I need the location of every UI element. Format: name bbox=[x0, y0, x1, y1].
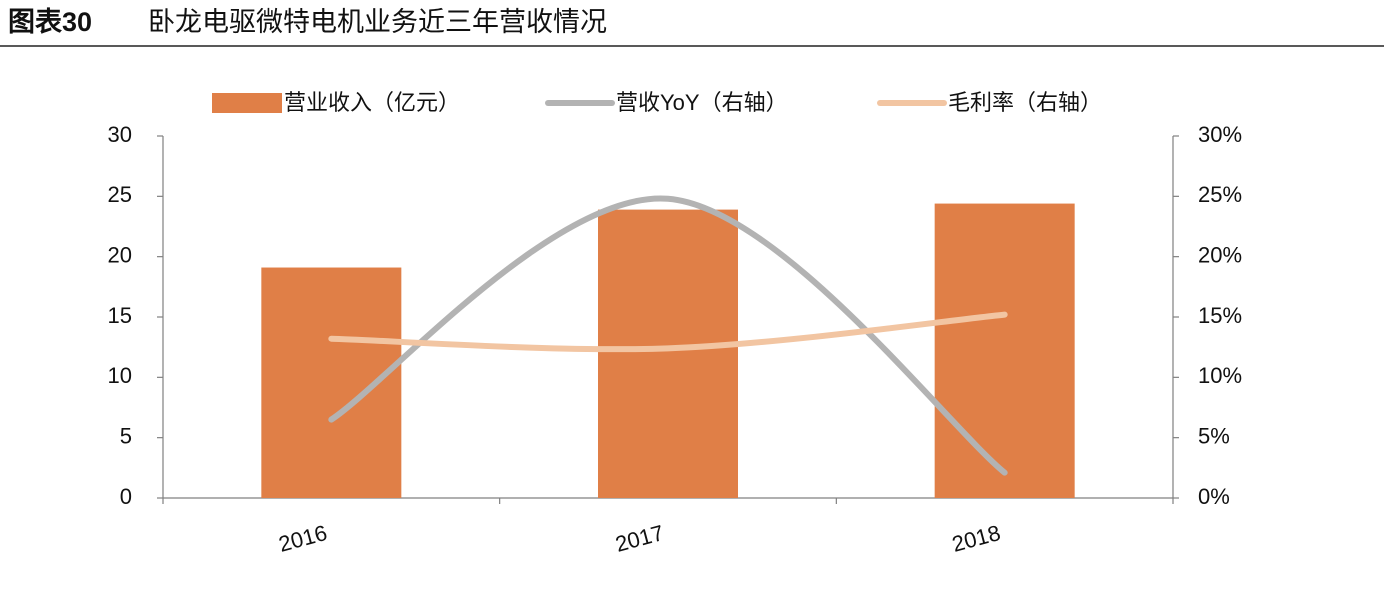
y2-tick-label: 5% bbox=[1198, 423, 1230, 448]
bar bbox=[598, 209, 738, 498]
y2-tick-label: 0% bbox=[1198, 484, 1230, 509]
y-tick-label: 30 bbox=[108, 122, 132, 147]
line bbox=[328, 195, 1008, 476]
y2-tick-label: 15% bbox=[1198, 303, 1242, 328]
legend-label: 毛利率（右轴） bbox=[948, 90, 1102, 115]
legend-swatch bbox=[212, 93, 282, 113]
y2-tick-label: 20% bbox=[1198, 242, 1242, 267]
y-tick-label: 5 bbox=[120, 423, 132, 448]
y-tick-label: 25 bbox=[108, 182, 132, 207]
figure-label: 图表30 bbox=[8, 7, 92, 37]
chart-title: 卧龙电驱微特电机业务近三年营收情况 bbox=[148, 7, 607, 37]
y-tick-label: 15 bbox=[108, 303, 132, 328]
y-tick-label: 20 bbox=[108, 242, 132, 267]
y2-tick-label: 25% bbox=[1198, 182, 1242, 207]
y-tick-label: 10 bbox=[108, 363, 132, 388]
line bbox=[328, 311, 1008, 353]
bar bbox=[261, 267, 402, 498]
x-tick-label: 2017 bbox=[613, 520, 667, 557]
x-tick-label: 2016 bbox=[276, 520, 330, 557]
y2-tick-label: 10% bbox=[1198, 363, 1242, 388]
y2-tick-label: 30% bbox=[1198, 122, 1242, 147]
legend-label: 营收YoY（右轴） bbox=[616, 90, 788, 115]
y-tick-label: 0 bbox=[120, 484, 132, 509]
legend-label: 营业收入（亿元） bbox=[284, 90, 460, 115]
bar bbox=[934, 203, 1075, 498]
x-tick-label: 2018 bbox=[949, 520, 1003, 557]
